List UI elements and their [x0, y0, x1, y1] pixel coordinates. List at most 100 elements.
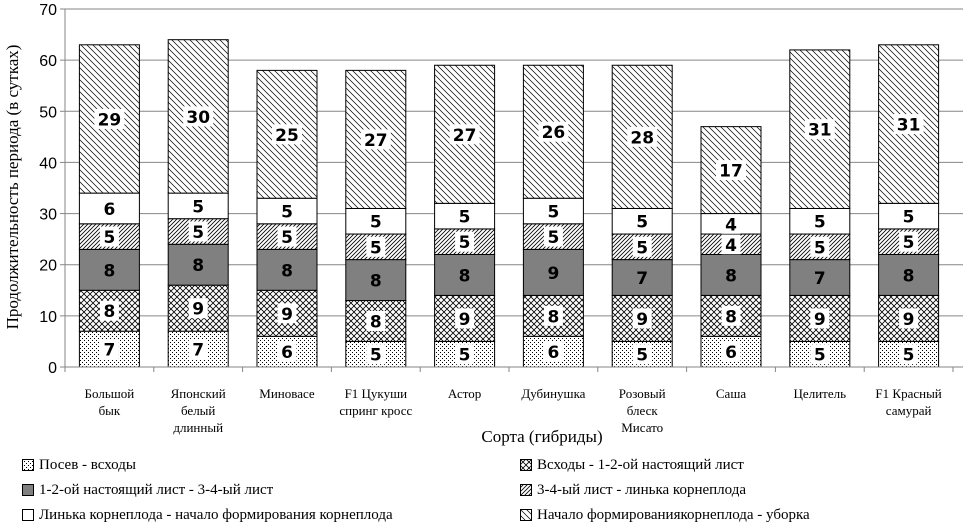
- data-label-bg: [899, 308, 919, 329]
- data-label-bg: [721, 213, 741, 234]
- data-label: 25: [275, 126, 299, 146]
- data-label-bg: [449, 124, 480, 145]
- x-tick-label: Дубинушка: [521, 386, 585, 401]
- bar-segment: [434, 253, 496, 296]
- legend-label: 3-4-ый лист - линька корнеплода: [537, 482, 746, 498]
- data-label-bg: [721, 234, 741, 255]
- y-tick-label: 50: [39, 104, 57, 121]
- data-label-bg: [188, 339, 208, 360]
- data-label: 8: [370, 272, 382, 292]
- legend-label: Посев - всходы: [39, 457, 136, 473]
- data-label-bg: [543, 201, 563, 222]
- bar-segment: [700, 253, 762, 296]
- data-label-bg: [543, 341, 563, 362]
- data-label: 8: [281, 261, 293, 281]
- data-label: 5: [459, 233, 471, 253]
- data-label: 5: [814, 213, 826, 233]
- data-label: 28: [630, 128, 654, 148]
- y-tick-label: 10: [39, 309, 57, 326]
- data-label-bg: [188, 221, 208, 242]
- data-label: 6: [103, 200, 115, 220]
- data-label: 8: [370, 312, 382, 332]
- y-tick-label: 20: [39, 258, 57, 275]
- legend-item: Посев - всходы: [22, 457, 136, 474]
- data-label: 5: [636, 238, 648, 258]
- data-label-bg: [272, 124, 302, 145]
- data-label: 5: [192, 223, 204, 243]
- legend-swatch-fill: [520, 459, 532, 471]
- data-label: 6: [725, 343, 737, 363]
- bar-segment: [789, 49, 851, 209]
- x-tick-label: Астор: [448, 386, 481, 401]
- data-label-bg: [810, 236, 830, 257]
- y-tick-label: 40: [39, 155, 57, 172]
- data-label: 9: [547, 264, 559, 284]
- data-label-bg: [810, 308, 830, 329]
- data-label: 8: [103, 261, 115, 281]
- bar-segment: [789, 259, 851, 296]
- x-tick-label: блеск: [627, 403, 659, 418]
- x-tick-label: длинный: [173, 420, 223, 435]
- data-label-bg: [366, 344, 386, 365]
- data-label: 8: [725, 307, 737, 327]
- data-label: 5: [814, 346, 826, 366]
- data-label: 31: [808, 121, 832, 141]
- data-label: 8: [192, 256, 204, 276]
- bar-segment: [167, 284, 229, 332]
- data-label: 7: [103, 341, 115, 361]
- legend-swatch: [22, 459, 34, 471]
- data-label-bg: [538, 121, 569, 142]
- data-label: 8: [103, 302, 115, 322]
- data-label: 9: [903, 310, 915, 330]
- data-label-bg: [899, 206, 919, 227]
- data-label-bg: [632, 211, 652, 232]
- data-label: 9: [459, 310, 471, 330]
- data-label-bg: [716, 160, 746, 181]
- data-label-bg: [632, 344, 652, 365]
- data-label: 6: [547, 343, 559, 363]
- data-label-bg: [183, 106, 214, 127]
- data-label-bg: [804, 119, 835, 140]
- data-label-bg: [455, 231, 475, 252]
- x-tick-label: Японский: [171, 386, 226, 401]
- data-label: 8: [725, 266, 737, 286]
- data-label-bg: [277, 226, 297, 247]
- y-tick-label: 30: [39, 207, 57, 224]
- data-label: 5: [814, 238, 826, 258]
- x-tick-label: F1 Красный: [875, 386, 941, 401]
- x-tick-label: Миновасе: [259, 386, 315, 401]
- x-tick-label: бык: [99, 403, 121, 418]
- x-tick-label: Розовый: [619, 386, 666, 401]
- data-label-bg: [721, 341, 741, 362]
- data-label-bg: [366, 236, 386, 257]
- x-tick-label: Саша: [716, 386, 746, 401]
- bar-segment: [256, 248, 318, 291]
- data-label-bg: [455, 344, 475, 365]
- x-tick-label: Целитель: [794, 386, 847, 401]
- legend-label: 1-2-ой настоящий лист - 3-4-ый лист: [39, 482, 274, 498]
- legend-swatch: [520, 459, 532, 471]
- x-tick-label: Большой: [85, 386, 135, 401]
- data-label-bg: [899, 344, 919, 365]
- data-label-bg: [99, 300, 119, 321]
- data-label: 5: [459, 346, 471, 366]
- legend-item: Начало формированиякорнеплода - уборка: [520, 507, 810, 524]
- data-label-bg: [893, 114, 924, 135]
- legend-item: 3-4-ый лист - линька корнеплода: [520, 482, 746, 499]
- data-label: 6: [281, 343, 293, 363]
- data-label-bg: [99, 226, 119, 247]
- legend-swatch-fill: [22, 459, 34, 471]
- data-label: 8: [903, 266, 915, 286]
- bar-segment: [611, 259, 673, 296]
- legend-swatch-fill: [22, 484, 34, 496]
- y-axis-title: Продолжительность периода (в сутках): [3, 45, 22, 330]
- data-label-bg: [99, 339, 119, 360]
- data-label: 5: [547, 203, 559, 223]
- data-label-bg: [721, 305, 741, 326]
- data-label: 26: [542, 123, 566, 143]
- data-label-bg: [899, 231, 919, 252]
- data-label-bg: [627, 126, 658, 147]
- x-tick-label: Мисато: [621, 420, 663, 435]
- data-label: 9: [192, 300, 204, 320]
